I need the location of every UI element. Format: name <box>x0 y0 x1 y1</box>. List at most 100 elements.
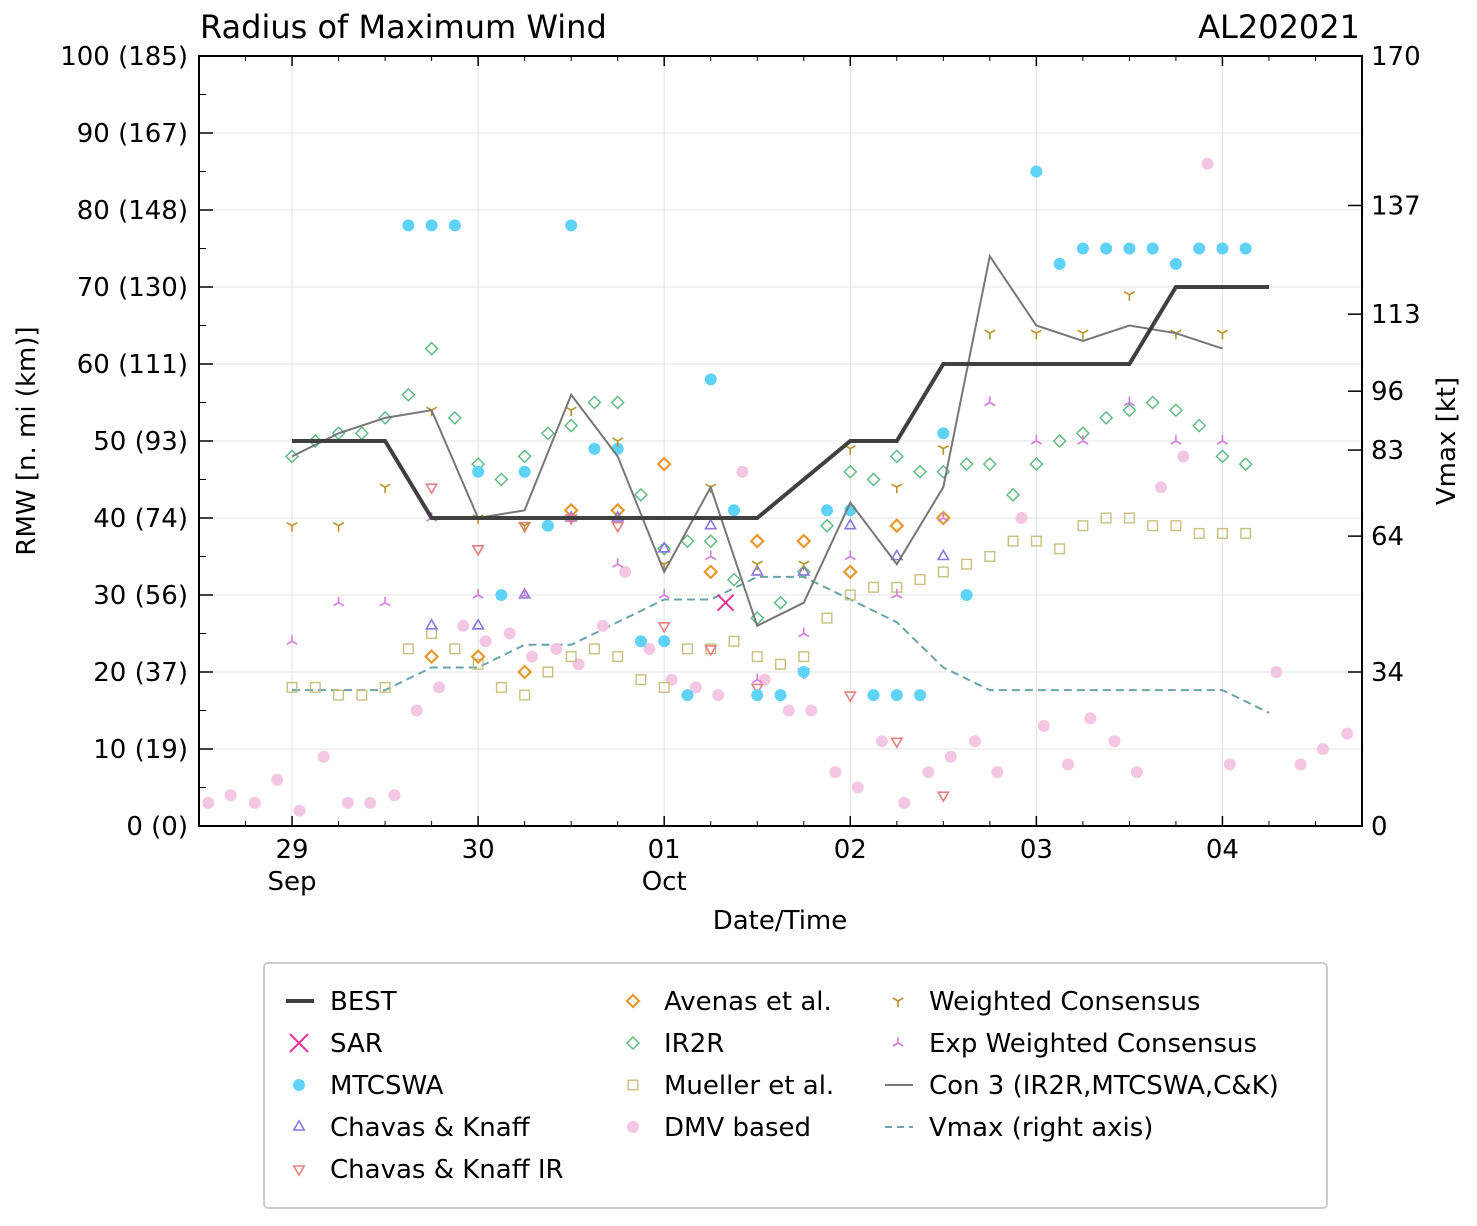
legend-item-ir2r: IR2R <box>626 1029 724 1059</box>
mtcswa-point <box>518 465 531 478</box>
ir2r-point <box>889 449 904 464</box>
ir2r-point <box>1006 487 1021 502</box>
mtcswa-point <box>425 219 438 232</box>
legend-swatch <box>292 1165 306 1177</box>
exp-weighted-consensus-point <box>705 550 717 561</box>
exp-weighted-consensus-point <box>519 589 531 599</box>
legend-swatch <box>625 993 641 1009</box>
avenas-et-al-point <box>517 664 533 680</box>
exp-weighted-consensus-point <box>844 550 856 561</box>
mtcswa-point <box>751 689 764 702</box>
legend-label: BEST <box>330 987 397 1017</box>
chavas-knaff-ir-point <box>750 683 764 695</box>
dmv-based-point <box>341 796 354 809</box>
chavas-knaff-point <box>890 548 904 561</box>
ir2r-point <box>866 472 881 487</box>
chavas-knaff-point <box>518 587 532 599</box>
dmv-based-point <box>1201 157 1214 170</box>
legend-label: Avenas et al. <box>664 987 832 1017</box>
weighted-consensus-point <box>891 483 903 494</box>
weighted-consensus-point <box>1216 329 1229 340</box>
ir2r-point <box>843 464 858 479</box>
mueller-et-al-point <box>658 681 670 693</box>
ir2r-point <box>633 487 648 502</box>
weighted-consensus-point <box>798 560 810 571</box>
mueller-et-al-point <box>868 581 880 593</box>
chavas-knaff-point <box>657 541 671 553</box>
dmv-based-point <box>293 804 306 817</box>
legend-item-sar: SAR <box>289 1029 383 1059</box>
ir2r-point <box>401 387 416 402</box>
legend-label: MTCSWA <box>330 1071 444 1101</box>
x-tick-sublabel: Sep <box>268 867 317 897</box>
mueller-et-al-point <box>1147 520 1159 532</box>
ir2r-point <box>494 472 509 487</box>
mueller-et-al-point <box>937 566 949 578</box>
mtcswa-point <box>821 504 834 517</box>
mueller-et-al-point <box>984 551 996 563</box>
chavas-knaff-point <box>797 564 811 576</box>
dmv-based-point <box>619 565 632 578</box>
chavas-knaff-ir-point <box>843 691 857 703</box>
ir2r-point <box>820 518 835 533</box>
legend-item-mueller-et-al: Mueller et al. <box>627 1071 834 1101</box>
y2-tick-label: 170 <box>1371 42 1421 72</box>
legend-swatch <box>293 1079 305 1091</box>
mueller-et-al-point <box>961 558 973 570</box>
chavas-knaff-point <box>936 548 950 561</box>
series-avenas-et-al <box>424 456 951 680</box>
weighted-consensus-point <box>612 437 624 447</box>
mtcswa-point <box>681 689 694 702</box>
dmv-based-point <box>1130 766 1143 779</box>
exp-weighted-consensus-point <box>1170 435 1182 445</box>
dmv-based-point <box>736 465 749 478</box>
y2-tick-label: 96 <box>1371 377 1404 407</box>
legend-swatch <box>627 1079 639 1091</box>
y-tick-label: 10 (19) <box>93 735 188 765</box>
dmv-based-point <box>805 704 818 717</box>
series-sar <box>716 593 735 612</box>
series-exp-weighted-consensus <box>286 396 1229 684</box>
exp-weighted-consensus-point <box>379 596 391 607</box>
legend-item-best: BEST <box>286 987 397 1017</box>
mueller-et-al-point <box>356 689 368 701</box>
exp-weighted-consensus-point <box>937 512 949 522</box>
chavas-knaff-ir-point <box>704 645 718 657</box>
legend-label: Mueller et al. <box>664 1071 834 1101</box>
storm-id: AL202021 <box>1198 8 1360 46</box>
weighted-consensus-point <box>937 445 949 455</box>
y-tick-label: 50 (93) <box>93 427 188 457</box>
y-tick-label: 100 (185) <box>60 42 188 72</box>
series-mueller-et-al <box>286 512 1252 701</box>
series-con-3-ir2r-mtcswa-c-k <box>291 253 1223 628</box>
legend: BEST SAR MTCSWA Chavas & Knaff Chavas & Knaf… <box>263 962 1328 1209</box>
avenas-et-al-point <box>656 456 672 472</box>
ir2r-point <box>1122 403 1137 418</box>
avenas-et-al-point <box>935 510 951 526</box>
dmv-based-point <box>503 627 516 640</box>
plot-series <box>202 157 1354 817</box>
avenas-et-al-point <box>424 649 440 665</box>
x-tick-label: 30 <box>462 835 495 865</box>
legend-label: SAR <box>330 1029 383 1059</box>
dmv-based-point <box>1015 512 1028 524</box>
exp-weighted-consensus-point <box>332 596 345 607</box>
series-dmv-based <box>202 157 1354 817</box>
chavas-knaff-ir-point <box>890 737 904 749</box>
x-tick-label: 04 <box>1206 835 1239 865</box>
dmv-based-point <box>457 619 470 632</box>
ir2r-point <box>1029 457 1044 472</box>
y-tick-label: 80 (148) <box>77 196 188 226</box>
dmv-based-point <box>991 766 1004 779</box>
legend-label: Chavas & Knaff IR <box>330 1155 564 1185</box>
dmv-based-point <box>388 789 401 802</box>
dmv-based-point <box>665 673 678 686</box>
avenas-et-al-point <box>796 533 812 549</box>
dmv-based-point <box>572 658 585 671</box>
x-tick-label: 02 <box>834 835 867 865</box>
dmv-based-point <box>643 642 656 655</box>
x-tick-label: 29 <box>275 835 308 865</box>
dmv-based-point <box>1061 758 1074 771</box>
mtcswa-point <box>704 373 717 386</box>
